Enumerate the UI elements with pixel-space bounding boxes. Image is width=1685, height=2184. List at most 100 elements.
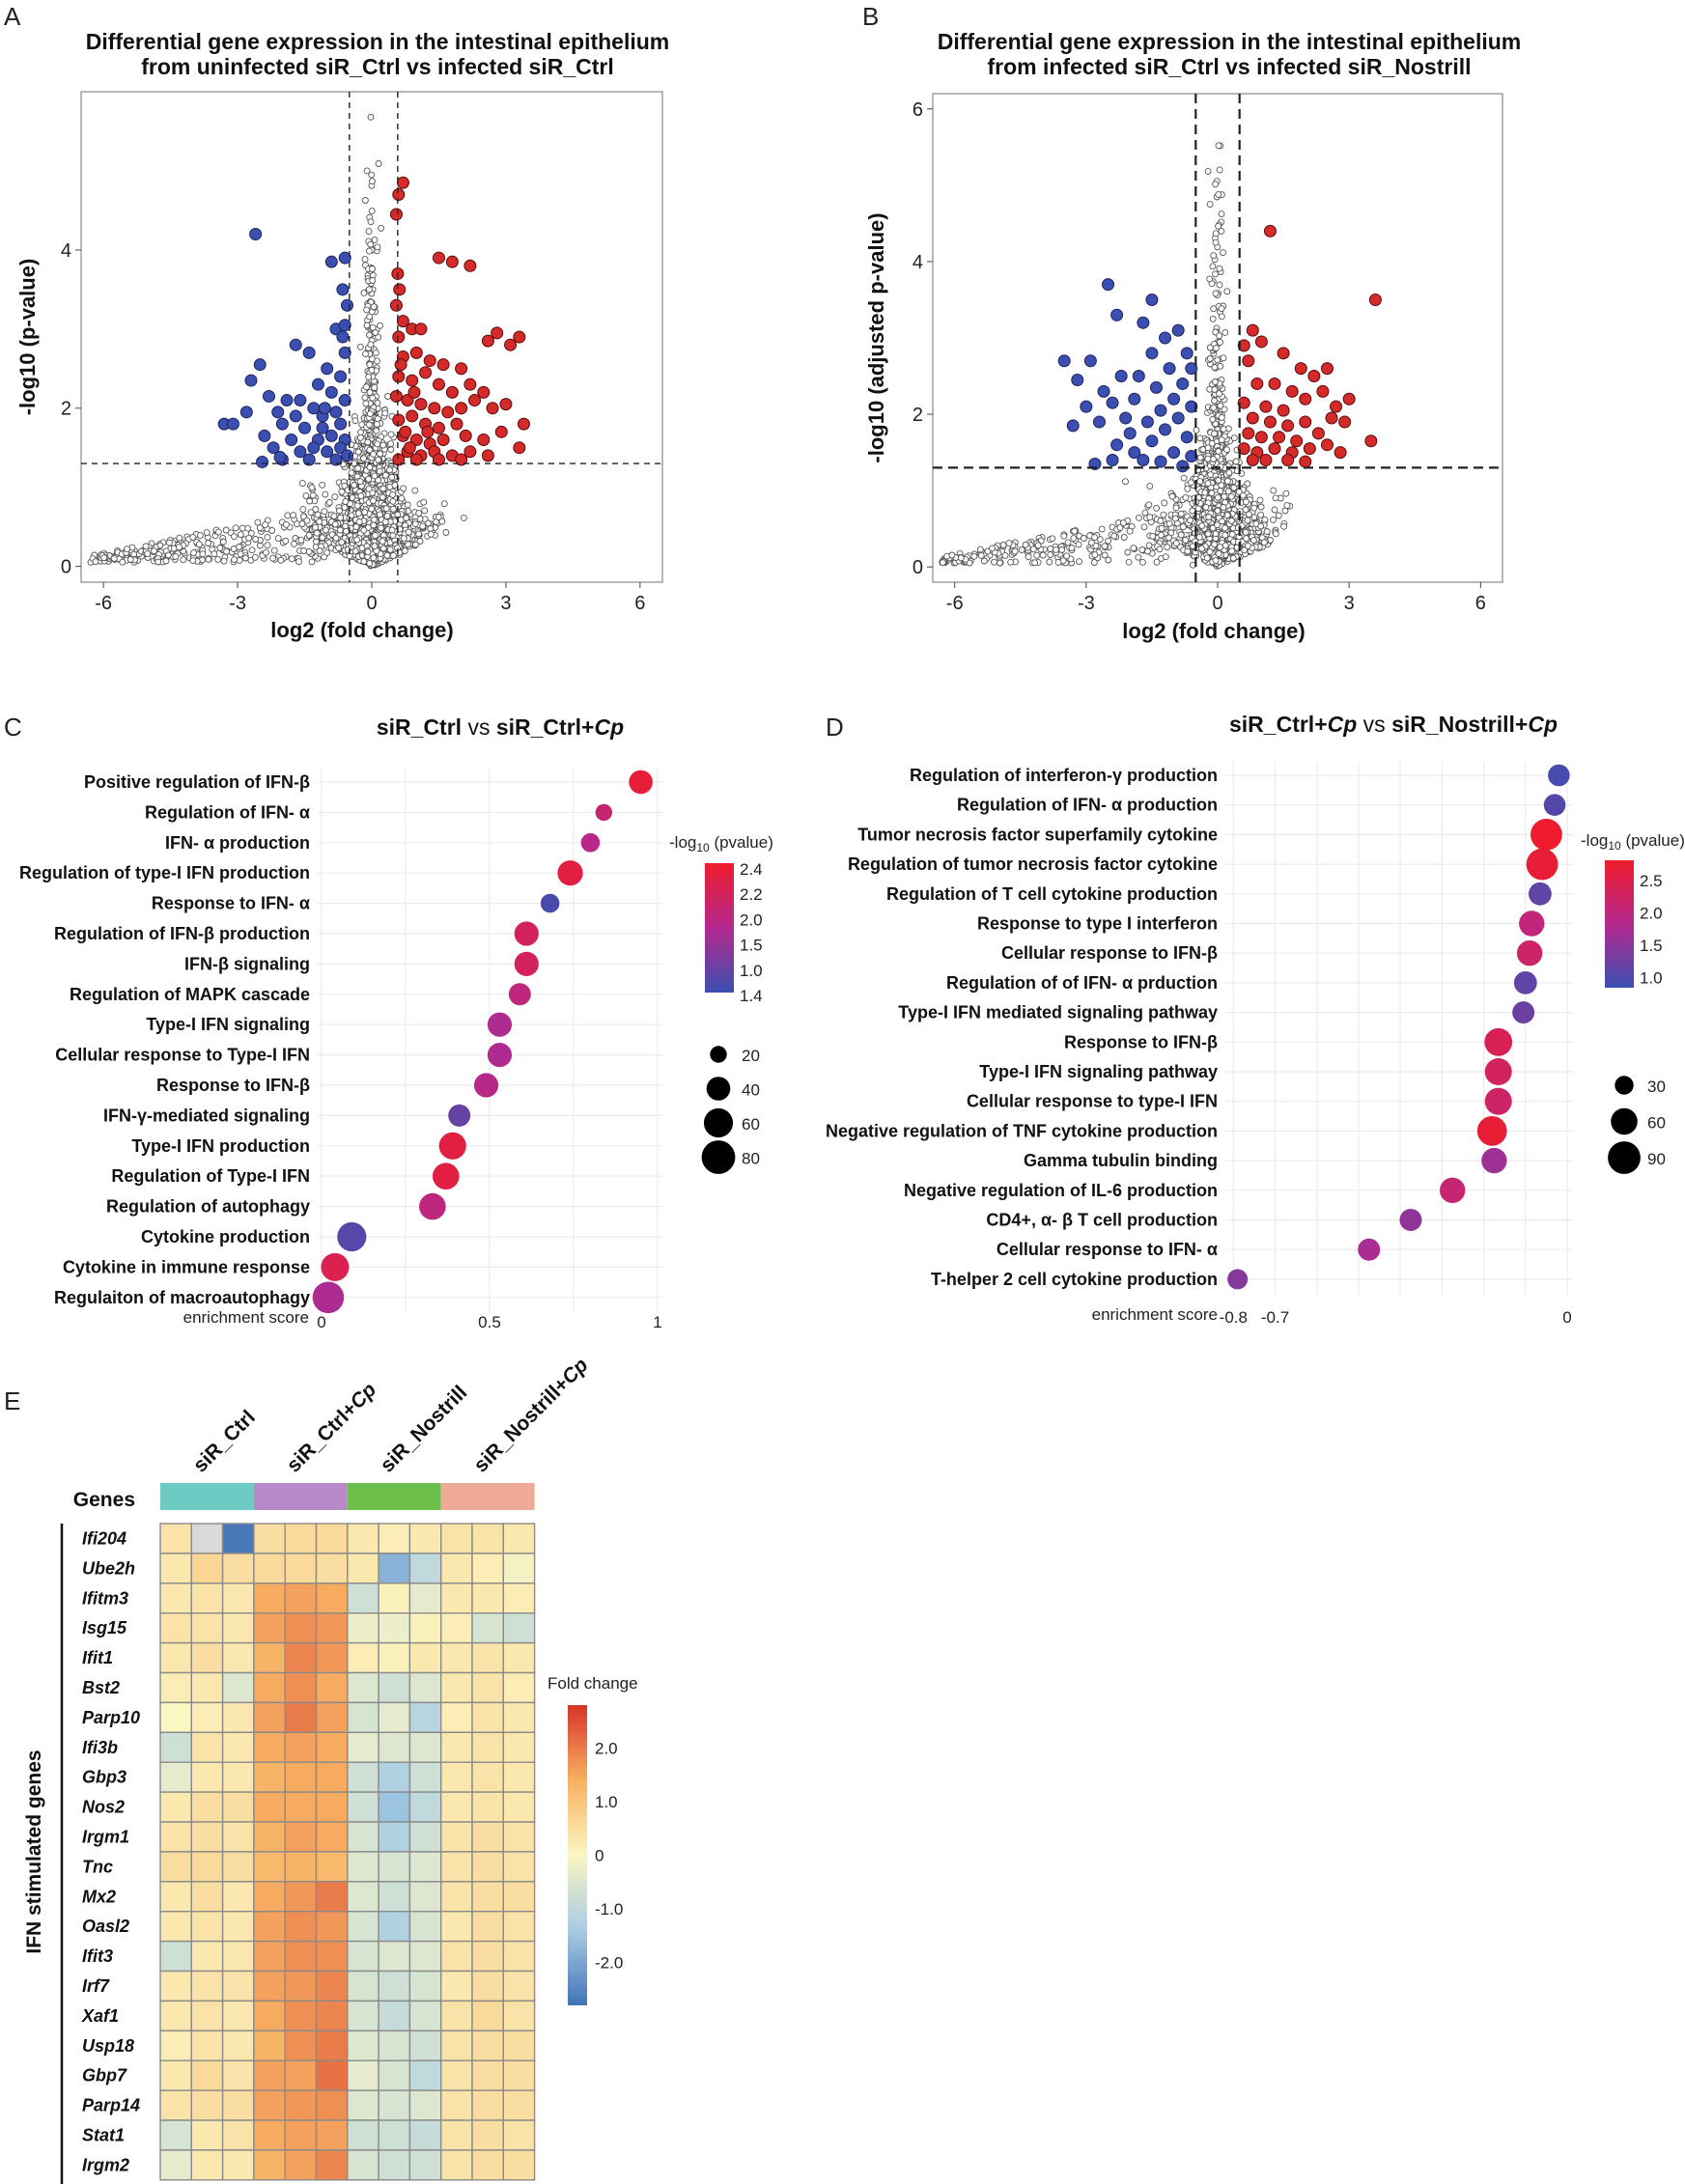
background-gene-point (366, 313, 374, 321)
background-gene-point (119, 558, 126, 566)
upregulated-gene-point (463, 378, 477, 391)
background-gene-point (366, 410, 374, 418)
background-gene-point (419, 522, 427, 530)
background-gene-point (368, 208, 376, 215)
background-gene-point (427, 525, 435, 532)
background-gene-point (1218, 210, 1225, 218)
upregulated-gene-point (432, 378, 445, 391)
background-gene-point (1138, 546, 1146, 553)
panel-label-e: E (4, 1386, 20, 1415)
volcano-plot-a: Differential gene expression in the inte… (15, 29, 669, 642)
background-gene-point (302, 492, 310, 500)
background-gene-point (1177, 531, 1185, 539)
background-gene-point (1049, 535, 1056, 543)
background-gene-point (365, 286, 373, 294)
downregulated-gene-point (311, 378, 324, 391)
background-gene-point (353, 502, 361, 510)
upregulated-gene-point (428, 402, 441, 415)
downregulated-gene-point (316, 421, 329, 434)
background-gene-point (299, 506, 307, 514)
background-gene-point (362, 400, 370, 407)
background-gene-point (369, 323, 377, 331)
upregulated-gene-point (406, 374, 419, 387)
background-gene-point (1218, 305, 1225, 313)
background-gene-point (366, 331, 373, 339)
background-gene-point (976, 546, 984, 553)
upregulated-gene-point (389, 389, 403, 403)
background-gene-point (1060, 532, 1068, 540)
background-gene-point (165, 539, 173, 546)
background-gene-point (1126, 527, 1134, 535)
x-tick-label: -6 (95, 593, 112, 614)
background-gene-point (977, 551, 985, 559)
background-gene-point (189, 533, 197, 541)
downregulated-gene-point (273, 451, 287, 464)
background-gene-point (1280, 522, 1288, 530)
background-gene-point (1212, 270, 1219, 278)
background-gene-point (365, 421, 373, 429)
background-gene-point (1171, 515, 1179, 522)
background-gene-point (214, 528, 222, 536)
background-gene-point (365, 228, 373, 236)
y-tick-label: 2 (61, 399, 71, 420)
background-gene-point (144, 550, 152, 558)
background-gene-point (237, 531, 244, 539)
background-gene-point (282, 537, 290, 545)
upregulated-gene-point (392, 188, 406, 202)
background-gene-point (1209, 315, 1217, 322)
background-gene-point (1162, 553, 1169, 561)
background-gene-point (180, 556, 187, 564)
background-gene-point (1282, 490, 1290, 497)
background-gene-point (1216, 281, 1223, 289)
background-gene-point (1196, 454, 1204, 462)
background-gene-point (374, 440, 381, 448)
background-gene-point (369, 266, 376, 272)
background-gene-point (1257, 503, 1265, 511)
background-gene-point (269, 554, 277, 562)
volcano-a-ylabel: -log10 (p-value) (15, 259, 40, 416)
background-gene-point (1025, 553, 1032, 561)
background-gene-point (1270, 516, 1278, 523)
upregulated-gene-point (436, 358, 450, 372)
background-gene-point (1165, 519, 1173, 527)
background-gene-point (337, 514, 345, 521)
background-gene-point (1080, 535, 1087, 542)
upregulated-gene-point (436, 434, 450, 447)
background-gene-point (1206, 355, 1214, 362)
background-gene-point (354, 510, 362, 518)
upregulated-gene-point (406, 409, 419, 423)
background-gene-point (1039, 551, 1047, 559)
background-gene-point (1272, 494, 1279, 502)
background-gene-point (300, 547, 308, 554)
background-gene-point (1033, 551, 1041, 559)
upregulated-gene-point (445, 385, 459, 399)
background-gene-point (236, 556, 243, 564)
background-gene-point (1216, 332, 1223, 340)
background-gene-point (442, 529, 450, 536)
background-gene-point (1221, 492, 1228, 500)
background-gene-point (360, 526, 368, 534)
downregulated-gene-point (341, 449, 354, 462)
background-gene-point (1058, 546, 1066, 553)
background-gene-point (1180, 474, 1188, 482)
upregulated-gene-point (455, 362, 468, 376)
volcano-a-xlabel: log2 (fold change) (270, 618, 453, 642)
downregulated-gene-point (258, 429, 271, 442)
background-gene-point (222, 526, 230, 534)
downregulated-gene-point (318, 402, 331, 415)
background-gene-point (1135, 553, 1142, 561)
volcano-a-background-points (87, 113, 467, 570)
upregulated-gene-point (477, 434, 491, 447)
background-gene-point (365, 373, 373, 380)
background-gene-point (368, 505, 376, 513)
background-gene-point (1216, 390, 1223, 398)
background-gene-point (1053, 546, 1060, 553)
background-gene-point (1212, 238, 1220, 246)
background-gene-point (361, 509, 369, 516)
downregulated-gene-point (336, 283, 350, 296)
background-gene-point (374, 243, 381, 251)
background-gene-point (211, 550, 218, 558)
x-tick-label: 6 (634, 593, 645, 614)
background-gene-point (142, 543, 150, 550)
